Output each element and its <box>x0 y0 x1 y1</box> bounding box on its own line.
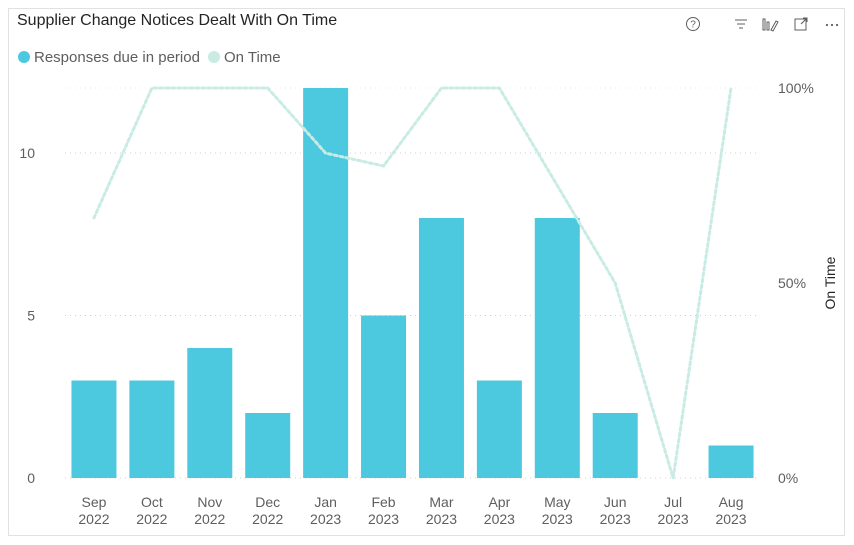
filter-icon[interactable] <box>731 14 751 34</box>
y-tick-label-right: 50% <box>778 275 806 291</box>
bar <box>129 380 175 478</box>
chart-title: Supplier Change Notices Dealt With On Ti… <box>17 12 338 29</box>
x-tick-label-month: Feb <box>371 494 395 510</box>
x-tick-label-year: 2023 <box>542 511 573 527</box>
x-tick-label-month: Jan <box>314 494 337 510</box>
help-icon[interactable]: ? <box>683 14 703 34</box>
legend-label-on-time: On Time <box>223 48 281 66</box>
x-tick-label-year: 2023 <box>310 511 341 527</box>
x-tick-label-year: 2023 <box>658 511 689 527</box>
x-tick-label-year: 2023 <box>368 511 399 527</box>
x-tick-label-year: 2023 <box>600 511 631 527</box>
y-tick-label-right: 100% <box>778 80 814 96</box>
y-axis-title-right: On Time <box>822 256 838 309</box>
x-tick-label-year: 2022 <box>136 511 167 527</box>
x-tick-label-year: 2023 <box>484 511 515 527</box>
svg-text:?: ? <box>690 20 696 31</box>
bar <box>534 218 580 478</box>
legend-swatch-responses <box>18 51 30 63</box>
x-tick-label-month: Sep <box>81 494 106 510</box>
expand-icon[interactable] <box>791 14 811 34</box>
bar <box>245 413 291 478</box>
y-tick-label-left: 5 <box>27 308 35 324</box>
chart-legend: Responses due in period On Time <box>18 46 289 68</box>
legend-swatch-on-time <box>207 51 220 63</box>
y-tick-label-left: 10 <box>19 145 35 161</box>
more-icon[interactable] <box>822 14 842 34</box>
x-tick-label-year: 2023 <box>426 511 457 527</box>
y-tick-label-left: 0 <box>27 470 35 486</box>
bar <box>187 348 233 478</box>
legend-label-responses: Responses due in period <box>34 48 200 66</box>
x-tick-label-year: 2022 <box>194 511 225 527</box>
x-tick-label-month: Jul <box>664 494 682 510</box>
focus-icon[interactable] <box>760 14 780 34</box>
x-tick-label-month: Nov <box>197 494 222 510</box>
x-tick-label-month: Aug <box>719 494 744 510</box>
bar <box>71 380 117 478</box>
bar <box>708 445 754 478</box>
legend-item-responses[interactable]: Responses due in period <box>18 49 200 66</box>
line-series-on-time <box>92 86 733 479</box>
x-tick-label-month: Dec <box>255 494 280 510</box>
x-tick-label-month: Mar <box>429 494 453 510</box>
x-tick-label-month: Jun <box>604 494 627 510</box>
visual-toolbar: ? <box>0 0 854 50</box>
x-tick-label-year: 2022 <box>252 511 283 527</box>
x-tick-label-month: May <box>544 494 570 510</box>
x-tick-label-year: 2022 <box>78 511 109 527</box>
bar <box>476 380 522 478</box>
bar <box>361 315 407 478</box>
bar <box>303 88 349 478</box>
y-tick-label-right: 0% <box>778 470 798 486</box>
x-tick-label-year: 2023 <box>715 511 746 527</box>
bar <box>592 413 638 478</box>
x-tick-label-month: Apr <box>488 494 510 510</box>
legend-item-on-time[interactable]: On Time <box>207 48 281 66</box>
x-tick-label-month: Oct <box>141 494 163 510</box>
bar <box>418 218 464 478</box>
